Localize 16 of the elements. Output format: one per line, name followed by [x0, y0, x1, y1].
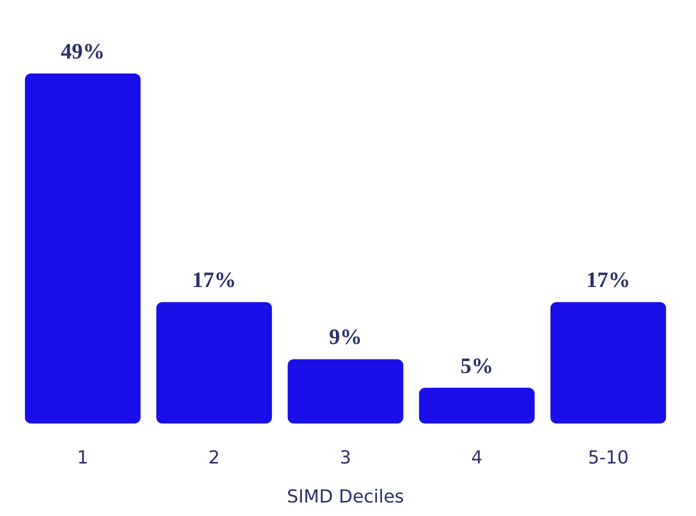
bar — [24, 74, 141, 424]
bar — [288, 359, 404, 424]
data-label: 49% — [60, 38, 105, 64]
bar — [419, 388, 535, 424]
bar — [156, 302, 272, 424]
x-tick-label: 1 — [77, 448, 88, 468]
x-tick-label: 5-10 — [588, 448, 629, 468]
data-label: 17% — [586, 267, 630, 292]
x-tick-label: 2 — [208, 448, 220, 468]
x-tick-label: 4 — [471, 448, 483, 468]
bar — [550, 302, 666, 424]
x-tick-label: 3 — [340, 448, 352, 468]
data-label: 17% — [192, 267, 236, 292]
data-label: 5% — [460, 352, 494, 378]
data-label: 9% — [329, 324, 362, 350]
x-axis-title: SIMD Deciles — [286, 486, 404, 508]
